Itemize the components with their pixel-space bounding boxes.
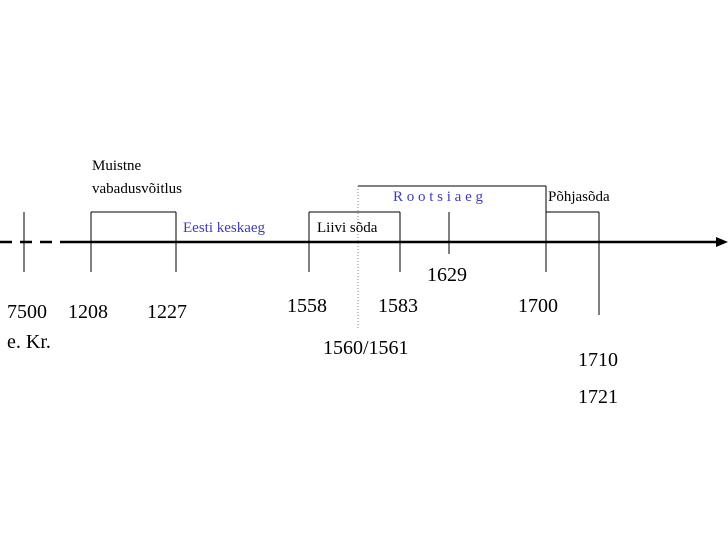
year-1710: 1710 [578,349,618,371]
year-1208: 1208 [68,301,108,323]
year-1227: 1227 [147,301,187,323]
year-1700: 1700 [518,295,558,317]
year-1560-1561: 1560/1561 [323,337,409,359]
year-1558: 1558 [287,295,327,317]
year-7500: 7500 [7,301,47,323]
year-1721: 1721 [578,386,618,408]
label-rootsi-aeg: R o o t s i a e g [393,189,483,205]
label-eesti-keskaeg: Eesti keskaeg [183,220,266,236]
label-pohjasoda: Põhjasõda [548,189,610,205]
axis-arrowhead [716,237,728,247]
label-liivi-soda: Liivi sõda [317,220,378,236]
label-muistne: Muistne [92,158,142,174]
year-1583: 1583 [378,295,418,317]
label-vabadusvoitlus: vabadusvõitlus [92,181,182,197]
year-bc-suffix: e. Kr. [7,331,51,353]
year-1629: 1629 [427,264,467,286]
